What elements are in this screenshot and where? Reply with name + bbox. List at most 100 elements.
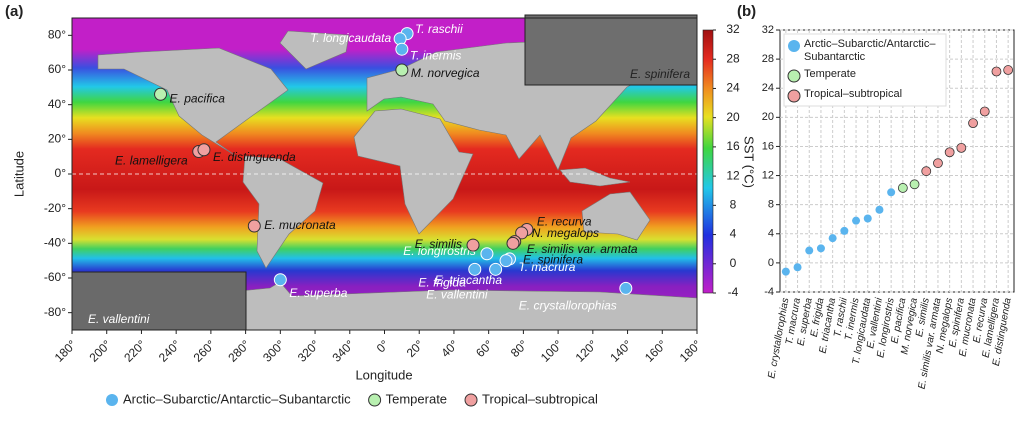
- legend-label: Arctic–Subarctic/Antarctic–Subantarctic: [804, 38, 936, 63]
- legend-marker: [368, 393, 382, 407]
- y-tick-label: 20°: [48, 132, 66, 146]
- point: [489, 262, 503, 276]
- colorbar-tick-label: 0: [730, 256, 737, 270]
- colorbar-tick-label: 32: [726, 22, 740, 36]
- point-label: T. longicaudata: [310, 31, 391, 45]
- point: [1003, 65, 1014, 75]
- point: [247, 219, 261, 233]
- point: [887, 188, 896, 197]
- legend-marker: [106, 394, 118, 406]
- legend-label: Temperate: [804, 68, 856, 80]
- x-tick-label: 140°: [607, 337, 635, 365]
- point: [863, 214, 872, 223]
- colorbar-tick-label: -4: [728, 285, 739, 299]
- point-label: E. spinifera: [523, 253, 583, 267]
- colorbar: [702, 29, 714, 294]
- x-tick-label: 120°: [573, 337, 601, 365]
- x-tick-label: 0°: [374, 337, 392, 355]
- point: [805, 246, 814, 255]
- point: [515, 226, 529, 240]
- x-tick-label: 340°: [330, 337, 358, 365]
- y-tick-label: 0: [768, 257, 774, 269]
- point: [816, 244, 825, 253]
- point: [840, 226, 849, 235]
- y-tick-label: 60°: [48, 62, 66, 76]
- x-axis-label: Longitude: [355, 367, 412, 382]
- point: [933, 158, 943, 169]
- x-tick-label: 260°: [191, 337, 219, 365]
- legend-label: Temperate: [386, 391, 447, 406]
- photo-caption: E. vallentini: [88, 312, 150, 326]
- point-label: E. mucronata: [264, 218, 336, 232]
- point: [273, 273, 287, 287]
- y-tick-label: 16: [762, 140, 774, 152]
- point: [395, 63, 409, 77]
- point-label: E. superba: [289, 286, 347, 300]
- x-tick-label: 180°: [52, 337, 80, 365]
- colorbar-tick-label: 20: [726, 110, 740, 124]
- x-tick-label: 80°: [508, 337, 531, 360]
- point-label: M. norvegica: [411, 66, 480, 80]
- point: [466, 238, 480, 252]
- point: [793, 263, 802, 272]
- point: [944, 147, 955, 158]
- point-label: T. raschii: [415, 22, 463, 36]
- point: [968, 118, 978, 129]
- point: [499, 254, 513, 268]
- point: [619, 281, 633, 295]
- legend-marker: [788, 40, 800, 52]
- x-tick-label: 160°: [642, 337, 670, 365]
- y-tick-label: 40°: [48, 97, 66, 111]
- y-tick-label: 80°: [48, 28, 66, 42]
- point: [991, 66, 1002, 77]
- x-tick-label: 180°: [677, 337, 705, 365]
- x-tick-label: 40°: [438, 337, 461, 360]
- photo-caption: E. spinifera: [630, 67, 690, 81]
- point-label: E. similis var. armata: [527, 242, 638, 256]
- point-label: T. inermis: [410, 48, 462, 62]
- y-tick-label: -40°: [44, 236, 66, 250]
- photo-inset: [524, 14, 698, 86]
- point-label: E. lamelligera: [115, 154, 188, 168]
- panel-label: (a): [5, 3, 23, 20]
- panel-label: (b): [737, 3, 756, 20]
- colorbar-tick-label: 16: [726, 139, 740, 153]
- colorbar-tick-label: 24: [726, 81, 740, 95]
- x-tick-label: 20°: [404, 337, 427, 360]
- point-label: E. crystallorophias: [519, 299, 617, 313]
- x-tick-label: 60°: [473, 337, 496, 360]
- legend-label: Arctic–Subarctic/Antarctic–Subantarctic: [123, 391, 351, 406]
- point: [897, 183, 908, 193]
- x-tick-label: 220°: [121, 337, 149, 365]
- point: [480, 247, 494, 261]
- colorbar-tick-label: 8: [730, 198, 737, 212]
- point-label: T. macrura: [519, 260, 576, 274]
- legend-entry: Temperate: [804, 68, 856, 80]
- y-tick-label: -60°: [44, 270, 66, 284]
- x-tick-label: 300°: [260, 337, 288, 365]
- colorbar-label: SST (°C): [742, 136, 757, 188]
- y-tick-label: 20: [762, 111, 774, 123]
- point-label: N. megalops: [532, 226, 599, 240]
- legend-marker: [464, 393, 478, 407]
- point: [979, 106, 990, 117]
- point: [506, 236, 520, 250]
- y-tick-label: 0°: [55, 166, 67, 180]
- point: [909, 179, 920, 190]
- legend-marker: [787, 89, 801, 103]
- point-label: E. longirostris: [403, 244, 476, 258]
- point-label: E. frigida: [418, 276, 466, 290]
- legend: Arctic–Subarctic/Antarctic–Subantarctic T…: [783, 33, 947, 107]
- point: [956, 142, 967, 153]
- x-tick-label: 200°: [86, 337, 114, 365]
- y-tick-label: 28: [762, 53, 774, 65]
- y-tick-label: 4: [768, 228, 774, 240]
- colorbar-tick-label: 4: [730, 227, 737, 241]
- point: [395, 42, 409, 56]
- x-tick-label: 320°: [295, 337, 323, 365]
- point: [828, 234, 837, 243]
- x-tick-label: 280°: [225, 337, 253, 365]
- legend-box: [783, 33, 947, 107]
- point-label: E. triacantha: [435, 273, 503, 287]
